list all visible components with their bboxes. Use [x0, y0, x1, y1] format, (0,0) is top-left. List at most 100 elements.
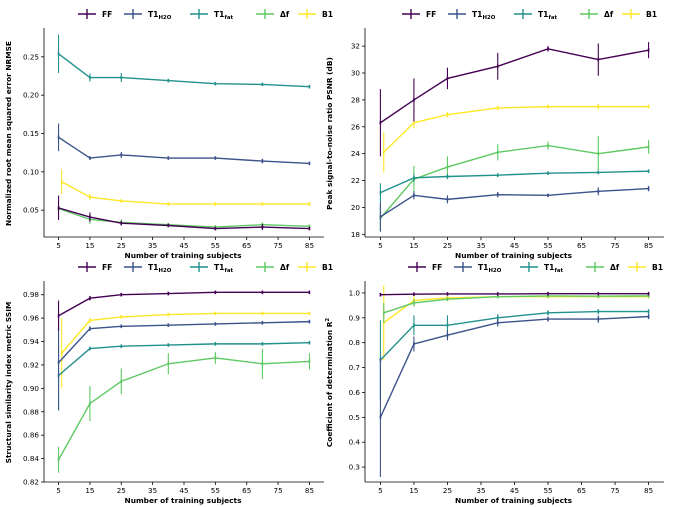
series-line-T1H2O: [379, 315, 649, 418]
series-line-T1fat: [380, 170, 649, 194]
y-tick-label: 24: [351, 149, 361, 158]
panel-ssim: 5 15 25 35 45 55 65 75 85 0.82 0.84 0.86 0.88 0.90 0.9…: [4, 262, 333, 505]
x-tick-label: 55: [543, 241, 552, 250]
series-line-B1: [383, 105, 649, 153]
y-tick-label: 0.98: [23, 290, 39, 299]
panel-r2: 5 15 25 35 45 55 65 75 85 0.3 0.4 0.5 0.6 0.7 0.8 0.9 1.…: [325, 262, 664, 505]
x-tick-label: 5: [56, 486, 61, 495]
legend-label-df: Δf: [610, 263, 620, 272]
legend-label-FF: FF: [432, 263, 442, 272]
series-line-T1fat: [58, 342, 310, 377]
y-axis-label-ssim: Structural similarity index metric SSIM: [4, 302, 13, 464]
legend-label-T1H2O: T1H2O: [472, 10, 496, 21]
y-tick-label: 0.84: [23, 454, 39, 463]
x-tick-label: 65: [242, 486, 251, 495]
x-tick-label: 35: [148, 241, 157, 250]
x-tick-label: 45: [510, 241, 519, 250]
x-tick-label: 25: [117, 486, 126, 495]
series-line-FF: [380, 48, 649, 124]
x-tick-label: 35: [476, 241, 485, 250]
y-tick-label: 0.5: [349, 413, 360, 422]
series-line-df: [383, 295, 649, 314]
x-tick-label: 65: [242, 241, 251, 250]
legend-label-FF: FF: [426, 10, 436, 19]
y-tick-label: 22: [351, 176, 360, 185]
series-line-B1: [61, 181, 310, 205]
x-tick-label: 15: [85, 241, 94, 250]
y-tick-label: 28: [351, 95, 361, 104]
series-line-df: [57, 357, 310, 461]
y-tick-label: 0.96: [23, 314, 39, 323]
series-line-T1H2O: [58, 136, 310, 165]
y-tick-label: 0.3: [349, 463, 360, 472]
panel-nrmse: 5 15 25 35 45 55 65 75 85 0.05 0.10 0.15 0.20 0.25 Num…: [4, 9, 333, 260]
legend-label-T1fat: T1fat: [214, 263, 233, 274]
x-tick-label: 25: [443, 486, 452, 495]
x-tick-label: 45: [179, 241, 188, 250]
y-tick-label: 0.94: [23, 337, 39, 346]
legend-label-df: Δf: [280, 10, 290, 19]
legend: FF T1H2O T1fat Δf B1: [402, 9, 657, 21]
x-tick-label: 45: [179, 486, 188, 495]
x-tick-label: 75: [274, 486, 283, 495]
y-tick-label: 26: [351, 122, 361, 131]
x-tick-label: 15: [409, 486, 418, 495]
x-tick-label: 5: [378, 241, 383, 250]
x-axis-label: Number of training subjects: [455, 496, 573, 505]
legend-label-T1H2O: T1H2O: [148, 263, 172, 274]
legend-label-FF: FF: [102, 10, 112, 19]
y-tick-label: 0.88: [23, 407, 39, 416]
y-tick-label: 0.6: [349, 388, 361, 397]
x-tick-label: 25: [117, 241, 126, 250]
legend-label-T1H2O: T1H2O: [478, 263, 502, 274]
legend-label-FF: FF: [102, 263, 112, 272]
x-tick-label: 15: [409, 241, 418, 250]
y-tick-label: 0.20: [23, 91, 39, 100]
legend-label-B1: B1: [322, 10, 333, 19]
x-tick-label: 85: [644, 486, 653, 495]
legend-label-B1: B1: [646, 10, 657, 19]
legend: FF T1H2O T1fat Δf B1: [78, 262, 333, 274]
x-tick-label: 5: [56, 241, 61, 250]
series-line-T1fat: [58, 53, 310, 88]
y-tick-label: 0.8: [349, 338, 361, 347]
y-tick-label: 20: [351, 203, 361, 212]
x-tick-label: 25: [443, 241, 452, 250]
x-tick-label: 35: [476, 486, 485, 495]
y-tick-label: 0.82: [23, 478, 39, 487]
y-axis-label-psnr: Peak signal-to-noise ratio PSNR (dB): [325, 57, 334, 210]
x-tick-label: 75: [274, 241, 283, 250]
x-axis-label: Number of training subjects: [125, 496, 243, 505]
x-tick-label: 65: [577, 241, 586, 250]
series-line-df: [379, 144, 649, 219]
x-tick-label: 55: [543, 486, 552, 495]
series-line-FF: [58, 291, 310, 317]
panel-psnr: 5 15 25 35 45 55 65 75 85 18 20 22 24 26 28 30 32 Number …: [325, 9, 664, 260]
x-axis-label: Number of training subjects: [455, 251, 573, 260]
x-tick-label: 45: [510, 486, 519, 495]
y-tick-label: 0.9: [349, 313, 361, 322]
legend-label-df: Δf: [280, 263, 290, 272]
x-tick-label: 55: [211, 486, 220, 495]
y-tick-label: 0.86: [23, 431, 39, 440]
legend-label-B1: B1: [652, 263, 663, 272]
y-tick-label: 0.05: [23, 206, 39, 215]
y-tick-label: 18: [351, 230, 361, 239]
legend-label-T1fat: T1fat: [538, 10, 557, 21]
y-tick-label: 0.92: [23, 360, 39, 369]
x-tick-label: 85: [305, 241, 314, 250]
legend: FF T1H2O T1fat Δf B1: [78, 9, 333, 21]
legend-label-T1fat: T1fat: [544, 263, 563, 274]
legend-label-T1H2O: T1H2O: [148, 10, 172, 21]
y-axis-label-r2: Coefficient of determination R2: [325, 318, 334, 448]
x-tick-label: 55: [211, 241, 220, 250]
y-tick-label: 1.0: [349, 288, 361, 297]
x-axis-label: Number of training subjects: [125, 251, 243, 260]
x-tick-label: 15: [85, 486, 94, 495]
y-tick-label: 0.25: [23, 52, 39, 61]
legend: FF T1H2O T1fat Δf B1: [408, 262, 663, 274]
y-tick-label: 0.4: [349, 438, 361, 447]
series-line-T1H2O: [380, 187, 649, 218]
y-tick-label: 0.15: [23, 129, 39, 138]
